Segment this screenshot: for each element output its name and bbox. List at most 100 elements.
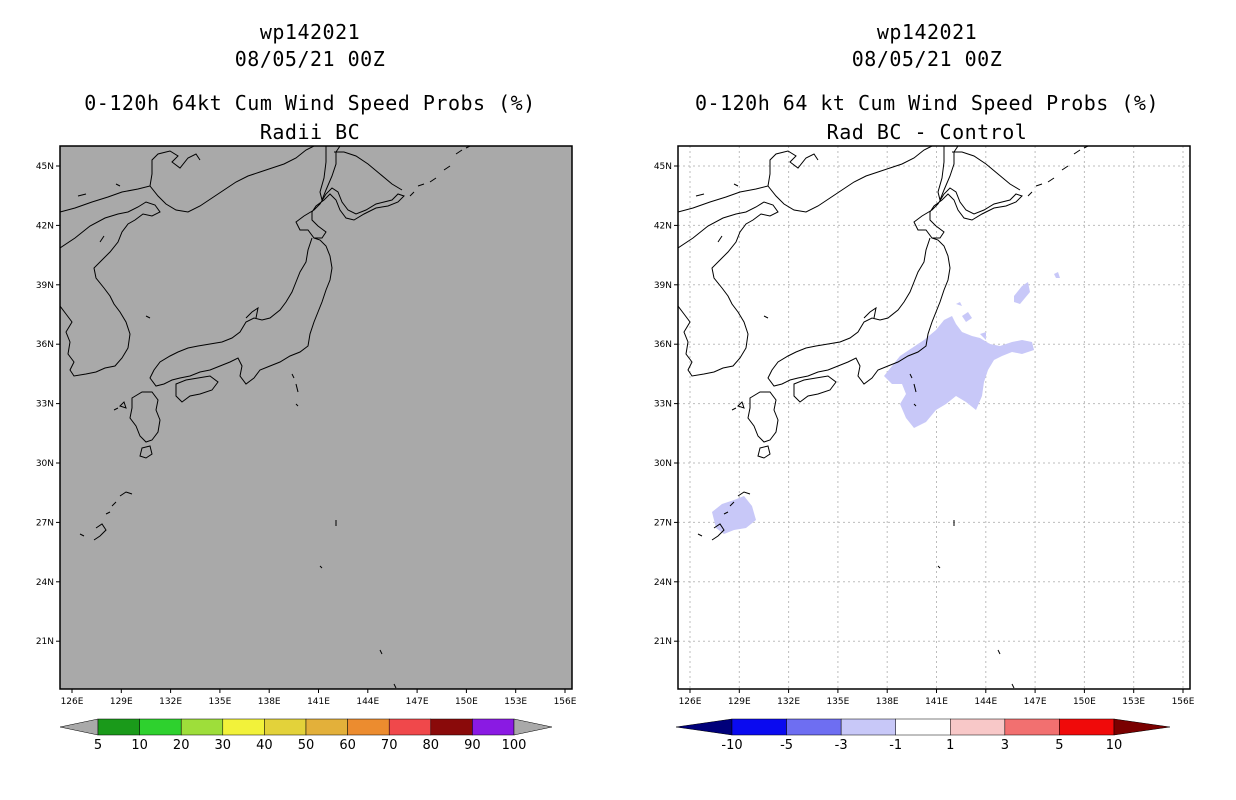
colorbar-label: 80 bbox=[423, 738, 440, 753]
lat-label: 33N bbox=[36, 400, 54, 410]
colorbar-swatch bbox=[1059, 718, 1115, 736]
colorbar-swatch bbox=[731, 718, 787, 736]
lon-label: 150E bbox=[455, 697, 478, 707]
colorbar-swatch bbox=[895, 718, 951, 736]
right-diff-region-dot2 bbox=[1054, 272, 1060, 278]
lat-label: 30N bbox=[654, 459, 672, 469]
colorbar-swatch bbox=[1004, 718, 1060, 736]
colorbar-label: 100 bbox=[502, 738, 527, 753]
colorbar-label: -1 bbox=[889, 738, 902, 753]
lat-label: 27N bbox=[36, 518, 54, 528]
lat-label: 39N bbox=[654, 281, 672, 291]
colorbar-label: 90 bbox=[464, 738, 481, 753]
lat-label: 36N bbox=[654, 340, 672, 350]
lon-label: 141E bbox=[925, 697, 948, 707]
colorbar-swatch bbox=[472, 718, 515, 736]
left-title-storm: wp142021 bbox=[259, 20, 361, 44]
lon-label: 153E bbox=[1122, 697, 1145, 707]
colorbar-swatch bbox=[97, 718, 140, 736]
lat-label: 27N bbox=[654, 518, 672, 528]
right-map-background bbox=[678, 146, 1190, 689]
right-lat-axis: 45N 42N 39N 36N 33N 30N 27N 24N 21N bbox=[654, 162, 678, 647]
left-map-frame bbox=[59, 145, 573, 690]
lon-label: 129E bbox=[728, 697, 751, 707]
left-probability-field bbox=[60, 146, 572, 689]
colorbar-swatch bbox=[430, 718, 473, 736]
right-colorbar: -10 -5 -3 -1 1 3 5 10 bbox=[675, 718, 1171, 753]
colorbar-label: 1 bbox=[946, 738, 954, 753]
lon-label: 153E bbox=[504, 697, 527, 707]
lon-label: 135E bbox=[826, 697, 849, 707]
colorbar-label: 40 bbox=[256, 738, 273, 753]
right-diff-region-dot3 bbox=[956, 302, 962, 306]
lat-label: 21N bbox=[654, 637, 672, 647]
lon-label: 126E bbox=[679, 697, 702, 707]
colorbar-label: 3 bbox=[1001, 738, 1009, 753]
lat-label: 39N bbox=[36, 281, 54, 291]
colorbar-high-cap bbox=[513, 718, 553, 736]
lon-label: 132E bbox=[777, 697, 800, 707]
right-difference-field bbox=[678, 146, 1089, 689]
lon-label: 156E bbox=[1172, 697, 1195, 707]
lon-label: 150E bbox=[1073, 697, 1096, 707]
left-title-subtitle: Radii BC bbox=[259, 120, 361, 144]
colorbar-swatch bbox=[388, 718, 432, 736]
right-diff-region-ryukyu bbox=[712, 496, 756, 534]
colorbar-label: 10 bbox=[1106, 738, 1123, 753]
left-colorbar: 5 10 20 30 40 50 60 70 80 90 100 bbox=[59, 718, 553, 753]
left-title-date: 08/05/21 00Z bbox=[234, 47, 386, 71]
lat-label: 45N bbox=[36, 162, 54, 172]
lat-label: 42N bbox=[654, 221, 672, 231]
lat-label: 21N bbox=[36, 637, 54, 647]
lon-label: 144E bbox=[974, 697, 997, 707]
lon-label: 156E bbox=[554, 697, 577, 707]
colorbar-label: 60 bbox=[339, 738, 356, 753]
colorbar-swatch bbox=[347, 718, 390, 736]
right-diff-region-dot4 bbox=[980, 332, 986, 340]
colorbar-label: 50 bbox=[298, 738, 315, 753]
colorbar-low-cap bbox=[59, 718, 99, 736]
colorbar-high-cap bbox=[1113, 718, 1171, 736]
right-map-frame bbox=[677, 145, 1191, 690]
lon-label: 135E bbox=[208, 697, 231, 707]
colorbar-label: -10 bbox=[721, 738, 742, 753]
lat-label: 36N bbox=[36, 340, 54, 350]
right-title-storm: wp142021 bbox=[876, 20, 978, 44]
colorbar-swatch bbox=[222, 718, 265, 736]
lat-label: 24N bbox=[36, 578, 54, 588]
lat-label: 42N bbox=[36, 221, 54, 231]
colorbar-label: 10 bbox=[131, 738, 148, 753]
lon-label: 141E bbox=[307, 697, 330, 707]
colorbar-label: -3 bbox=[835, 738, 848, 753]
colorbar-label: 70 bbox=[381, 738, 398, 753]
lon-label: 126E bbox=[61, 697, 84, 707]
colorbar-label: 30 bbox=[215, 738, 232, 753]
right-gridlines bbox=[678, 146, 1190, 689]
lon-label: 138E bbox=[876, 697, 899, 707]
colorbar-label: 5 bbox=[94, 738, 102, 753]
colorbar-swatch bbox=[264, 718, 307, 736]
right-diff-region-east bbox=[1014, 282, 1030, 304]
lat-label: 33N bbox=[654, 400, 672, 410]
colorbar-label: 5 bbox=[1055, 738, 1063, 753]
lon-label: 147E bbox=[406, 697, 429, 707]
right-title-date: 08/05/21 00Z bbox=[851, 47, 1003, 71]
lon-label: 147E bbox=[1024, 697, 1047, 707]
lat-label: 30N bbox=[36, 459, 54, 469]
colorbar-swatch bbox=[139, 718, 182, 736]
colorbar-swatch bbox=[305, 718, 348, 736]
colorbar-low-cap bbox=[675, 718, 733, 736]
colorbar-label: 20 bbox=[173, 738, 190, 753]
lon-label: 129E bbox=[110, 697, 133, 707]
colorbar-label: -5 bbox=[780, 738, 793, 753]
right-lon-axis: 126E 129E 132E 135E 138E 141E 144E 147E 150E 153E… bbox=[679, 689, 1195, 707]
colorbar-swatch bbox=[180, 718, 224, 736]
lat-label: 45N bbox=[654, 162, 672, 172]
left-lon-axis: 126E 129E 132E 135E 138E 141E 144E 147E 150E 153E… bbox=[61, 689, 577, 707]
lon-label: 138E bbox=[258, 697, 281, 707]
lat-label: 24N bbox=[654, 578, 672, 588]
lon-label: 132E bbox=[159, 697, 182, 707]
colorbar-swatch bbox=[840, 718, 896, 736]
colorbar-swatch bbox=[950, 718, 1006, 736]
